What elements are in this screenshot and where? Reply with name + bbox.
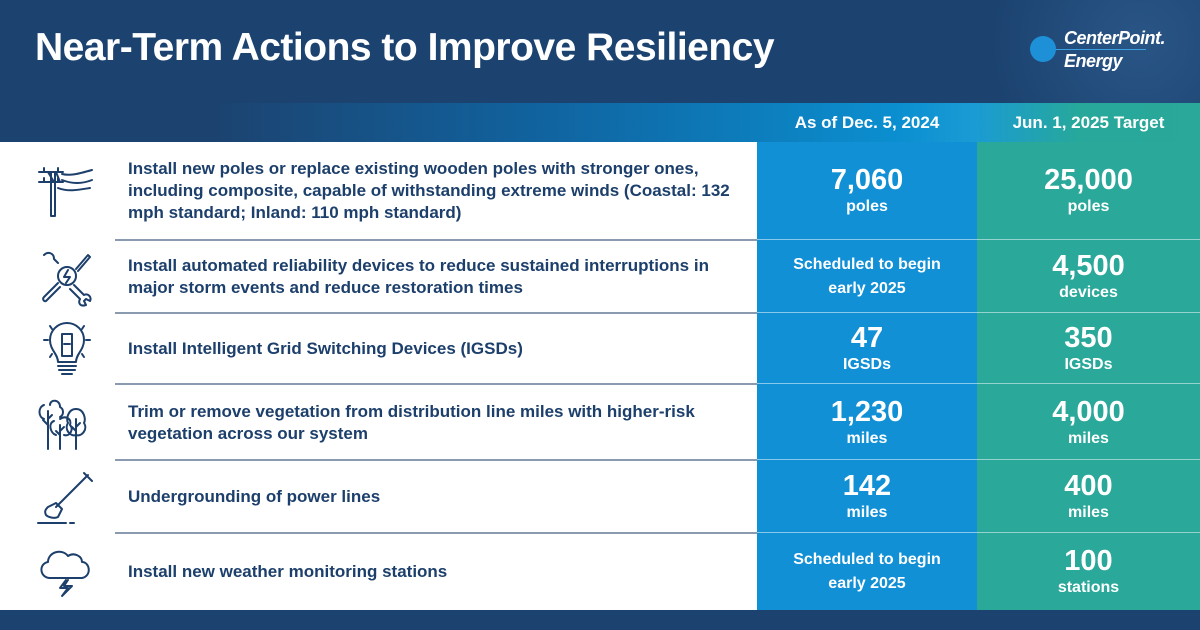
current-value: Scheduled to begin early 2025 <box>757 241 977 313</box>
row-description: Install automated reliability devices to… <box>128 256 709 297</box>
row-divider <box>757 459 1200 460</box>
trees-icon <box>38 399 87 450</box>
current-status-line2: early 2025 <box>828 575 906 592</box>
target-number: 400 <box>1064 470 1113 502</box>
current-value: 47 IGSDs <box>757 314 977 384</box>
current-value: Scheduled to begin early 2025 <box>757 534 977 610</box>
row-description: Trim or remove vegetation from distribut… <box>128 401 695 443</box>
current-number: 142 <box>842 470 892 502</box>
target-value: 100 stations <box>977 534 1200 610</box>
row-description: Install new weather monitoring stations <box>128 562 448 581</box>
target-unit: miles <box>1068 504 1109 521</box>
header: Near-Term Actions to Improve Resiliency … <box>0 0 1200 103</box>
current-value: 1,230 miles <box>757 385 977 460</box>
row-divider <box>115 383 757 385</box>
target-unit: stations <box>1057 579 1120 596</box>
logo-text-1: CenterPoint. <box>1064 28 1166 48</box>
current-number: 1,230 <box>830 395 904 428</box>
target-number: 4,000 <box>1052 395 1125 428</box>
row-divider <box>115 239 757 241</box>
target-number: 25,000 <box>1044 164 1133 196</box>
target-unit: poles <box>1067 198 1110 215</box>
column-header-target: Jun. 1, 2025 Target <box>1012 113 1165 132</box>
centerpoint-logo: CenterPoint. Energy <box>1028 28 1178 78</box>
tools-lightning-icon <box>42 251 92 307</box>
current-value: 7,060 poles <box>757 142 977 240</box>
column-header-current: As of Dec. 5, 2024 <box>794 113 940 132</box>
row-divider <box>757 532 1200 533</box>
current-status-line1: Scheduled to begin <box>793 256 941 273</box>
current-status-line1: Scheduled to begin <box>793 551 941 568</box>
logo-text-2: Energy <box>1064 51 1123 71</box>
storm-cloud-icon <box>40 550 90 597</box>
target-number: 350 <box>1064 322 1113 354</box>
column-header-band <box>0 103 1200 142</box>
page-title: Near-Term Actions to Improve Resiliency <box>35 26 775 69</box>
target-number: 4,500 <box>1052 250 1125 282</box>
target-value: 400 miles <box>977 461 1200 533</box>
table-row: Install new weather monitoring stations … <box>0 534 1200 610</box>
table-row: Install new poles or replace existing wo… <box>0 142 1200 240</box>
row-description: Install Intelligent Grid Switching Devic… <box>128 339 523 358</box>
current-number: 47 <box>850 322 884 354</box>
row-divider <box>115 459 757 461</box>
table-row: Undergrounding of power lines 142 miles 4… <box>0 461 1200 533</box>
row-divider <box>757 312 1200 313</box>
table-row: Trim or remove vegetation from distribut… <box>0 385 1200 460</box>
row-divider <box>115 312 757 314</box>
current-unit: miles <box>846 504 888 521</box>
row-description: Install new poles or replace existing wo… <box>128 159 730 222</box>
current-number: 7,060 <box>830 164 904 196</box>
target-value: 25,000 poles <box>977 142 1200 240</box>
current-status-line2: early 2025 <box>828 280 906 297</box>
target-unit: IGSDs <box>1064 356 1113 373</box>
row-divider <box>757 383 1200 384</box>
footer-bar <box>0 610 1200 630</box>
current-unit: IGSDs <box>842 356 891 373</box>
current-unit: poles <box>846 198 888 215</box>
current-value: 142 miles <box>757 461 977 533</box>
target-number: 100 <box>1064 545 1113 577</box>
table-row: Install Intelligent Grid Switching Devic… <box>0 314 1200 384</box>
row-divider <box>115 532 757 534</box>
logo-line <box>1056 49 1146 50</box>
current-unit: miles <box>846 429 888 447</box>
target-value: 4,000 miles <box>977 385 1200 460</box>
utility-pole-icon <box>38 167 93 217</box>
target-value: 4,500 devices <box>977 241 1200 313</box>
target-unit: devices <box>1059 284 1118 301</box>
target-unit: miles <box>1068 429 1109 447</box>
row-divider <box>757 239 1200 240</box>
logo-circle-icon <box>1030 36 1056 62</box>
target-value: 350 IGSDs <box>977 314 1200 384</box>
lightbulb-switch-icon <box>43 322 91 375</box>
table-row: Install automated reliability devices to… <box>0 241 1200 313</box>
shovel-icon <box>37 472 93 524</box>
row-description: Undergrounding of power lines <box>128 487 381 506</box>
